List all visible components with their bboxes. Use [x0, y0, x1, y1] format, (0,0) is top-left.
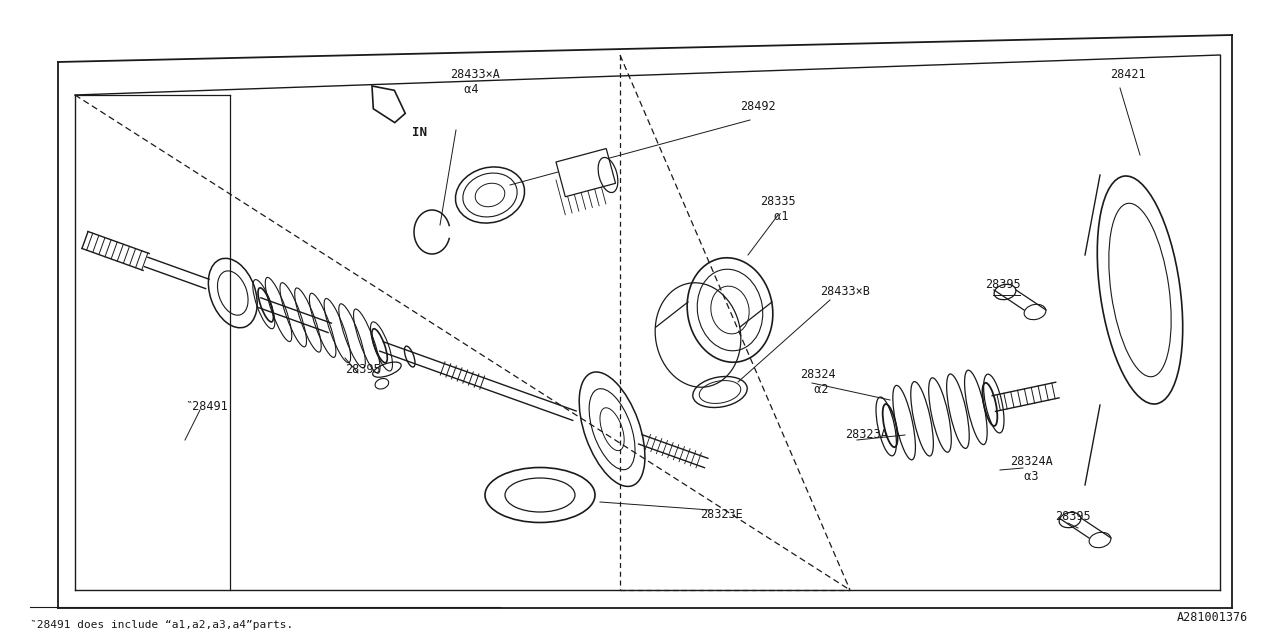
Text: IN: IN — [412, 126, 428, 139]
Text: 28335
  α1: 28335 α1 — [760, 195, 796, 223]
Text: 28323E: 28323E — [700, 508, 742, 521]
Text: 28395: 28395 — [986, 278, 1020, 291]
Text: ‶28491 does include “a1,a2,a3,a4”parts.: ‶28491 does include “a1,a2,a3,a4”parts. — [29, 620, 293, 630]
Text: 28324
  α2: 28324 α2 — [800, 368, 836, 396]
Text: 28492: 28492 — [740, 100, 776, 113]
Text: 28395: 28395 — [346, 363, 380, 376]
Text: 28324A
  α3: 28324A α3 — [1010, 455, 1052, 483]
Text: 28421: 28421 — [1110, 68, 1146, 81]
Bar — [556, 148, 616, 196]
Text: ‶28491: ‶28491 — [186, 400, 228, 413]
Text: 28395: 28395 — [1055, 510, 1091, 523]
Text: 28323A: 28323A — [845, 428, 888, 441]
Text: A281001376: A281001376 — [1176, 611, 1248, 624]
Polygon shape — [372, 86, 406, 123]
Text: 28433×A
  α4: 28433×A α4 — [451, 68, 500, 96]
Text: 28433×B: 28433×B — [820, 285, 870, 298]
